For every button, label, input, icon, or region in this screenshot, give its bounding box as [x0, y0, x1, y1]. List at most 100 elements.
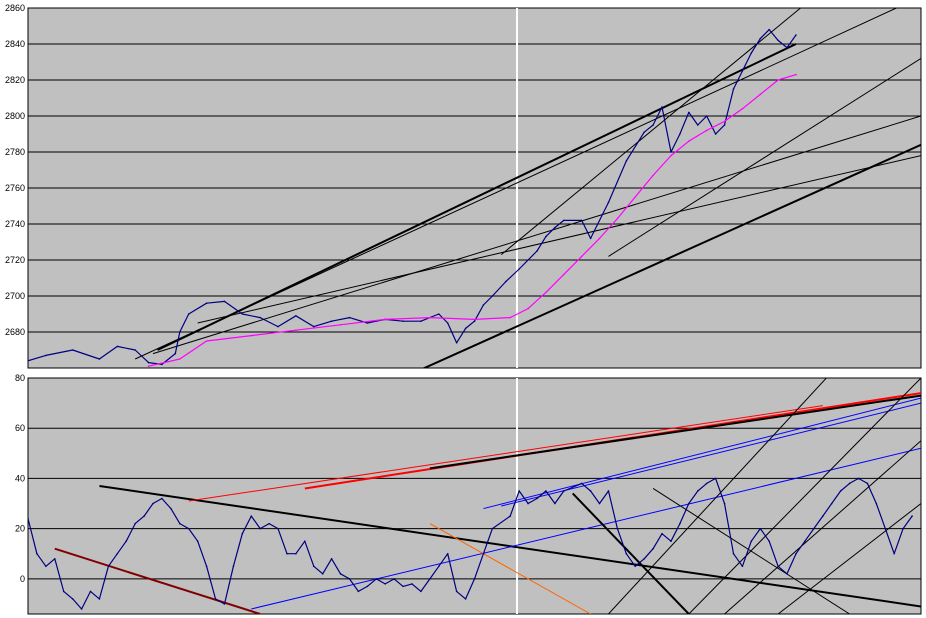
data-point [652, 174, 654, 177]
data-point [634, 565, 637, 568]
data-point [661, 106, 663, 108]
y-tick-label: 2740 [5, 219, 25, 229]
data-point [902, 527, 904, 530]
data-point [161, 497, 163, 500]
data-point [545, 291, 547, 294]
data-point [259, 316, 261, 319]
data-point [705, 129, 708, 132]
data-point [161, 363, 163, 366]
data-point [134, 522, 136, 525]
trendline [500, 8, 802, 255]
trendline [724, 440, 921, 614]
data-point [277, 527, 279, 530]
data-point [607, 201, 610, 204]
data-point [147, 365, 150, 368]
data-point [259, 527, 261, 530]
data-point [339, 573, 342, 575]
y-tick-label: 2760 [5, 183, 25, 193]
data-point [446, 322, 449, 324]
y-tick-label: 80 [15, 373, 25, 383]
data-point [813, 527, 815, 530]
data-point [339, 324, 342, 326]
data-point [598, 502, 601, 505]
data-point [518, 490, 520, 492]
data-point [527, 502, 529, 505]
data-point [420, 590, 422, 593]
data-point [174, 352, 177, 355]
data-point [330, 557, 333, 560]
data-point [125, 540, 128, 542]
data-point [402, 320, 404, 323]
data-point [696, 124, 699, 126]
data-point [607, 490, 610, 492]
data-point [147, 361, 150, 364]
data-point [509, 316, 512, 319]
trendline [251, 447, 921, 610]
data-point [696, 490, 699, 492]
data-point [723, 120, 726, 123]
y-tick-label: 40 [15, 473, 25, 483]
data-point [170, 507, 172, 510]
data-point [554, 502, 556, 505]
data-point [232, 565, 235, 568]
data-point [795, 552, 797, 555]
data-point [563, 273, 565, 276]
data-point [241, 532, 244, 535]
data-point [777, 565, 779, 568]
data-point [536, 250, 538, 252]
data-point [411, 583, 413, 585]
data-point [732, 88, 735, 90]
trendline [429, 523, 591, 614]
data-point [187, 527, 190, 530]
data-point [437, 313, 440, 315]
data-point [295, 329, 297, 332]
data-point [679, 133, 681, 135]
data-point [670, 151, 672, 153]
data-point [491, 527, 494, 530]
data-point [312, 565, 315, 568]
trendline [134, 8, 898, 360]
trendline [152, 115, 921, 355]
data-point [545, 490, 547, 492]
data-point [473, 318, 476, 321]
data-point [830, 502, 833, 505]
data-point [839, 490, 842, 492]
data-point [429, 316, 431, 319]
data-point [28, 360, 29, 362]
data-point [705, 482, 708, 485]
data-point [786, 46, 788, 49]
data-point [750, 540, 753, 542]
data-point [384, 583, 387, 585]
data-point [795, 34, 797, 36]
data-point [304, 540, 306, 542]
data-point [911, 515, 913, 517]
plot-layer [28, 8, 921, 368]
data-point [759, 37, 762, 40]
data-point [795, 73, 797, 76]
data-point [634, 196, 637, 198]
data-point [179, 522, 181, 525]
data-point [643, 131, 645, 133]
data-point [62, 590, 65, 593]
y-tick-label: 2780 [5, 147, 25, 157]
data-point [777, 39, 779, 42]
trendline [777, 503, 921, 614]
data-point [616, 217, 619, 220]
data-point [45, 354, 47, 357]
data-point [759, 93, 762, 96]
data-point [777, 79, 779, 81]
trendline [197, 155, 921, 324]
trendline [157, 43, 797, 351]
trendline [422, 143, 921, 368]
series-line-1 [28, 477, 913, 610]
data-point [89, 590, 92, 593]
data-point [750, 52, 753, 54]
data-point [804, 540, 806, 542]
data-point [357, 590, 360, 593]
data-point [625, 160, 628, 162]
data-point [348, 316, 351, 319]
data-point [875, 502, 878, 505]
data-point [98, 598, 101, 600]
trendline [688, 378, 921, 614]
data-point [598, 237, 601, 240]
